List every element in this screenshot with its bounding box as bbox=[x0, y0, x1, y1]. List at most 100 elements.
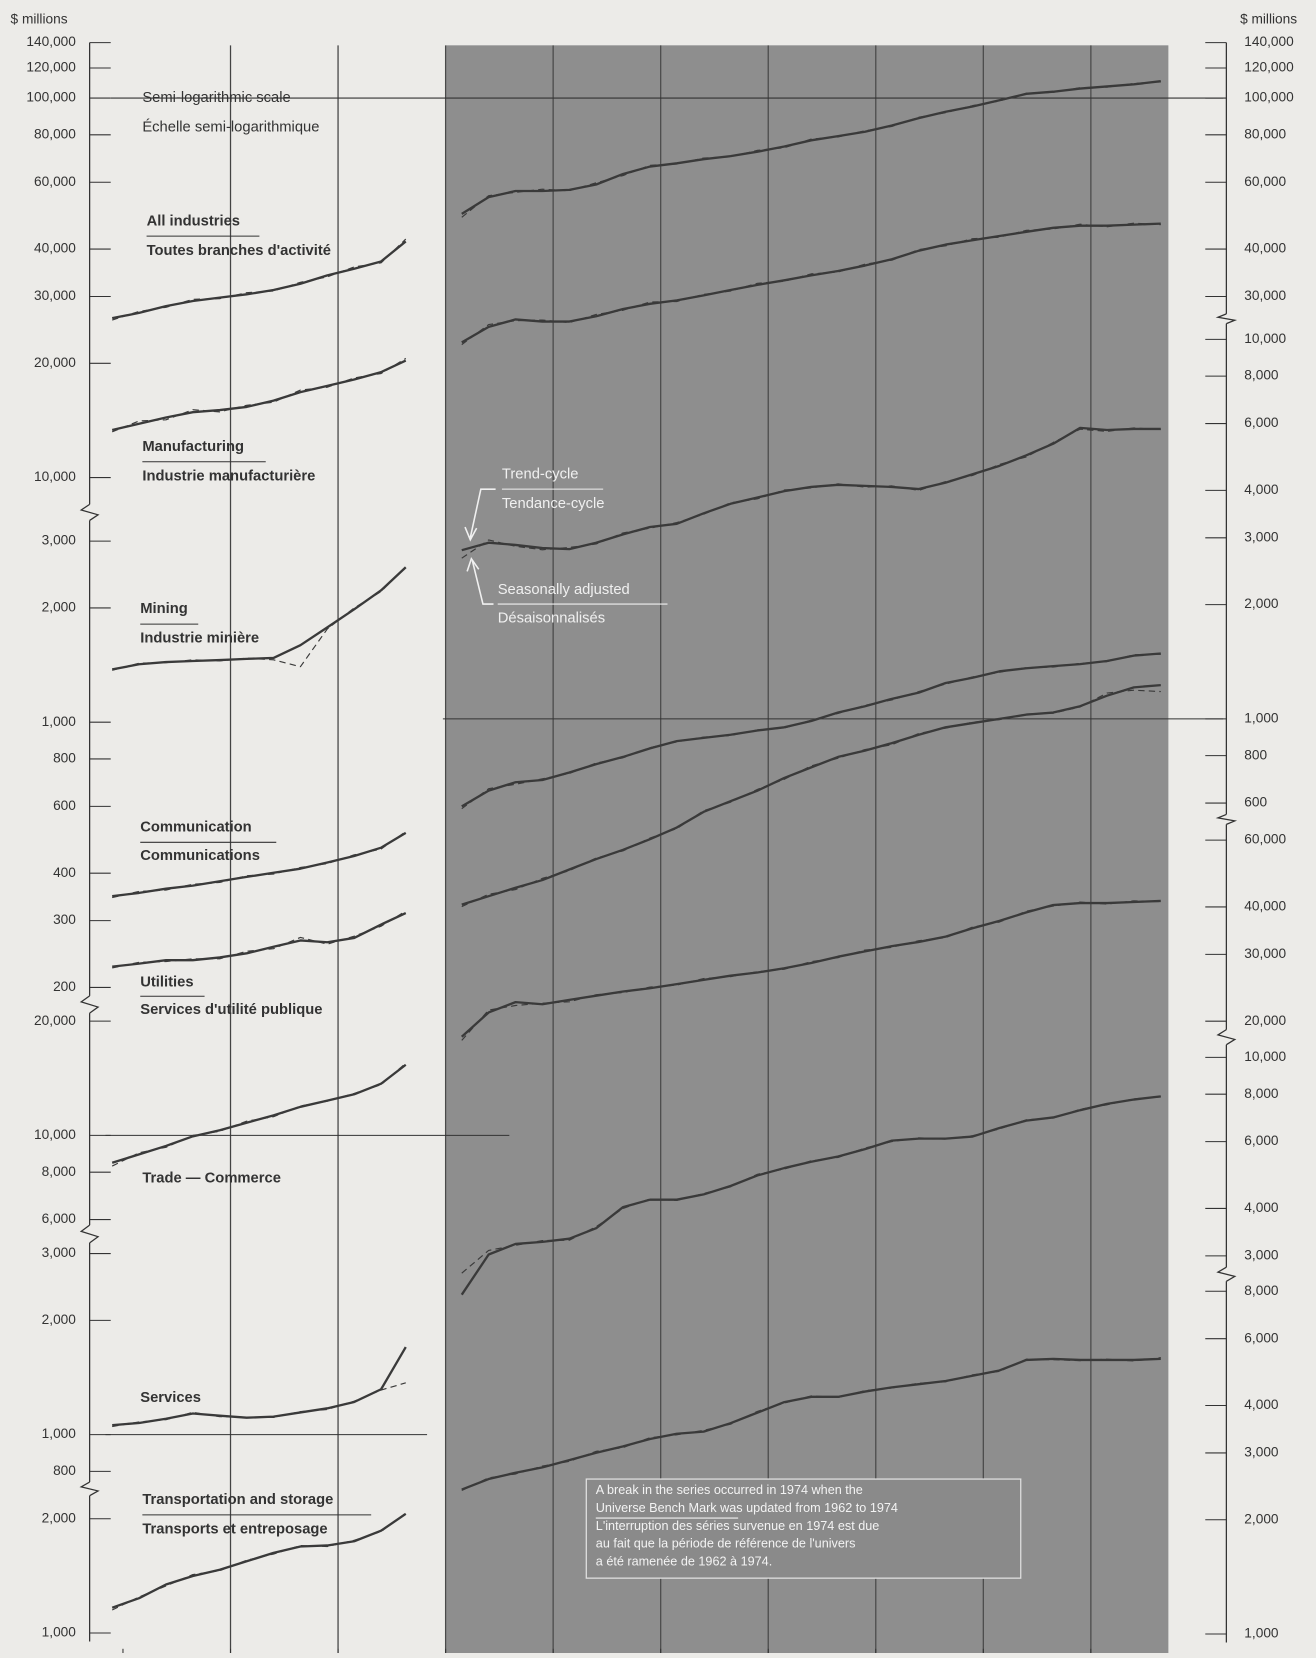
y-tick-label: 8,000 bbox=[1244, 1283, 1279, 1298]
trend-label: Trend-cycle bbox=[502, 466, 579, 482]
seasonally-adjusted-line bbox=[112, 238, 407, 321]
y-tick-label: 30,000 bbox=[1244, 288, 1286, 303]
trend-cycle-line bbox=[112, 1346, 407, 1427]
axis-break bbox=[79, 503, 100, 521]
trend-cycle-line bbox=[111, 566, 407, 671]
seasonally-adjusted-line bbox=[461, 81, 1161, 218]
seasonally-adjusted-line bbox=[111, 357, 407, 433]
axes: 1971197219731974197519761977197819791980… bbox=[26, 34, 1294, 1658]
y-tick-label: 20,000 bbox=[1244, 1013, 1286, 1028]
trend-cycle-line bbox=[111, 1512, 407, 1609]
y-tick-label: 30,000 bbox=[1244, 946, 1286, 961]
y-tick-label: 3,000 bbox=[42, 533, 77, 548]
y-tick-label: 2,000 bbox=[42, 1312, 77, 1327]
y-tick-label: 4,000 bbox=[1244, 482, 1279, 497]
panel-label: Communication bbox=[140, 819, 251, 835]
y-tick-label: 40,000 bbox=[1244, 899, 1286, 914]
panel-label: Transportation and storage bbox=[142, 1492, 333, 1508]
y-tick-label: 800 bbox=[53, 1463, 76, 1478]
y-tick-label: 2,000 bbox=[1244, 1511, 1279, 1526]
y-tick-label: 3,000 bbox=[42, 1245, 77, 1260]
panel-label: Industrie manufacturière bbox=[142, 468, 315, 484]
trend-cycle-line bbox=[461, 683, 1161, 906]
y-tick-label: 20,000 bbox=[34, 1013, 76, 1028]
y-tick-label: 3,000 bbox=[1244, 1445, 1279, 1460]
seasonally-adjusted-line bbox=[461, 653, 1161, 810]
seasonally-adjusted-line bbox=[112, 910, 407, 969]
y-tick-label: 300 bbox=[53, 912, 76, 927]
seasonally-adjusted-line bbox=[112, 831, 407, 899]
panel-label: Toutes branches d'activité bbox=[147, 243, 331, 259]
y-tick-label: 1,000 bbox=[1244, 1626, 1279, 1641]
y-tick-label: 4,000 bbox=[1244, 1200, 1279, 1215]
y-tick-label: 40,000 bbox=[1244, 241, 1286, 256]
y-axis-unit-right: $ millions bbox=[1240, 12, 1297, 27]
y-tick-label: 40,000 bbox=[34, 241, 76, 256]
arrow bbox=[466, 556, 494, 605]
y-tick-label: 60,000 bbox=[1244, 832, 1286, 847]
note-text: au fait que la période de référence de l… bbox=[596, 1537, 856, 1551]
axis-break bbox=[79, 995, 100, 1014]
scale-note: Semi-logarithmic scale bbox=[142, 90, 290, 106]
y-tick-label: 1,000 bbox=[1244, 710, 1279, 725]
lines bbox=[111, 80, 1161, 1611]
y-tick-label: 100,000 bbox=[1244, 90, 1294, 105]
y-tick-label: 8,000 bbox=[42, 1164, 77, 1179]
y-tick-label: 1,000 bbox=[42, 714, 77, 729]
y-tick-label: 10,000 bbox=[1244, 331, 1286, 346]
y-tick-label: 60,000 bbox=[34, 174, 76, 189]
y-tick-label: 3,000 bbox=[1244, 1247, 1279, 1262]
grid bbox=[105, 45, 1224, 1658]
seasonally-adjusted-line bbox=[461, 1096, 1161, 1274]
y-tick-label: 6,000 bbox=[1244, 1330, 1279, 1345]
seasonal-label: Désaisonnalisés bbox=[498, 611, 605, 627]
seasonally-adjusted-line bbox=[112, 1382, 406, 1428]
y-tick-label: 6,000 bbox=[42, 1211, 77, 1226]
y-tick-label: 800 bbox=[1244, 747, 1267, 762]
note-text: L'interruption des séries survenue en 19… bbox=[596, 1519, 880, 1533]
y-tick-label: 80,000 bbox=[1244, 126, 1286, 141]
y-tick-label: 1,000 bbox=[42, 1426, 77, 1441]
axis-break bbox=[79, 1224, 100, 1244]
trend-cycle-line bbox=[460, 899, 1161, 1038]
seasonally-adjusted-line bbox=[461, 900, 1161, 1041]
panel-label: Mining bbox=[140, 601, 188, 617]
panel-label: Utilities bbox=[140, 974, 193, 990]
trend-cycle-line bbox=[112, 911, 407, 968]
break-shading bbox=[446, 45, 1169, 1658]
y-tick-label: 6,000 bbox=[1244, 1133, 1279, 1148]
axis-break bbox=[79, 1481, 100, 1497]
trend-label: Tendance-cycle bbox=[502, 496, 605, 512]
axis-break bbox=[1215, 313, 1238, 325]
y-tick-label: 10,000 bbox=[34, 1127, 76, 1142]
y-axis-unit-left: $ millions bbox=[11, 12, 68, 27]
y-tick-label: 3,000 bbox=[1244, 529, 1279, 544]
y-tick-label: 2,000 bbox=[1244, 596, 1279, 611]
panel-label: Trade — Commerce bbox=[142, 1171, 281, 1187]
y-tick-label: 60,000 bbox=[1244, 174, 1286, 189]
trend-cycle-line bbox=[111, 1063, 407, 1164]
arrow bbox=[464, 488, 496, 542]
y-tick-label: 140,000 bbox=[26, 34, 76, 49]
y-tick-label: 6,000 bbox=[1244, 415, 1279, 430]
y-tick-label: 100,000 bbox=[26, 90, 76, 105]
y-tick-label: 140,000 bbox=[1244, 34, 1294, 49]
scale-note: Échelle semi-logarithmique bbox=[142, 118, 319, 135]
y-tick-label: 80,000 bbox=[34, 126, 76, 141]
y-tick-label: 800 bbox=[53, 751, 76, 766]
note-text: Universe Bench Mark was updated from 196… bbox=[596, 1501, 898, 1515]
panel-label: Industrie minière bbox=[140, 631, 259, 647]
y-tick-label: 20,000 bbox=[34, 355, 76, 370]
y-tick-label: 600 bbox=[53, 798, 76, 813]
seasonally-adjusted-line bbox=[112, 566, 407, 671]
panel-label: All industries bbox=[147, 213, 240, 229]
y-tick-label: 600 bbox=[1244, 795, 1267, 810]
seasonally-adjusted-line bbox=[461, 427, 1161, 559]
y-tick-label: 10,000 bbox=[34, 469, 76, 484]
panel-label: Manufacturing bbox=[142, 439, 244, 455]
note-text: a été ramenée de 1962 à 1974. bbox=[596, 1555, 772, 1569]
axis-break bbox=[1215, 813, 1238, 825]
panel-label: Services d'utilité publique bbox=[140, 1002, 322, 1018]
seasonally-adjusted-line bbox=[111, 1062, 407, 1167]
